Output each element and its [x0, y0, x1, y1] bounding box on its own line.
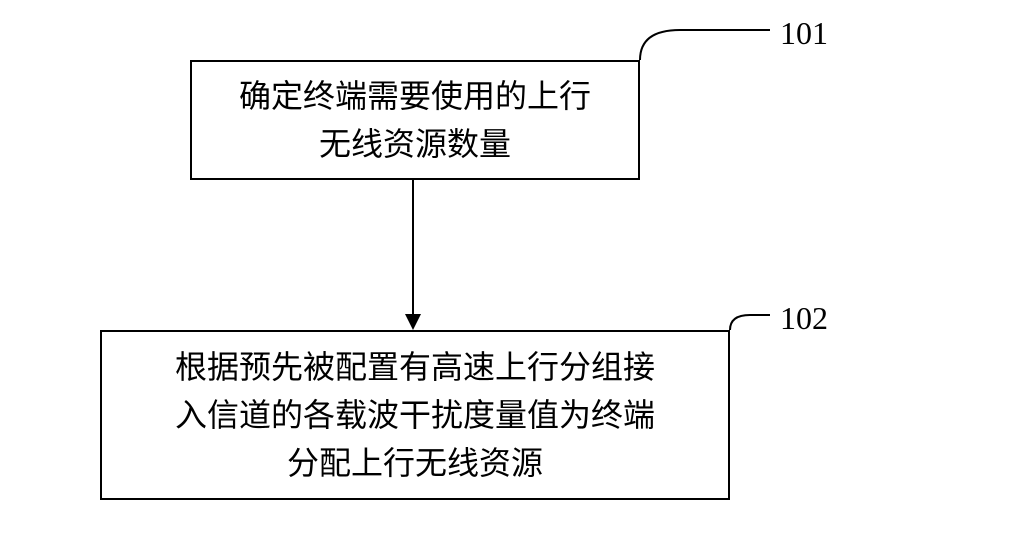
flowchart-box-1: 确定终端需要使用的上行 无线资源数量	[190, 60, 640, 180]
flowchart-box-2: 根据预先被配置有高速上行分组接 入信道的各载波干扰度量值为终端 分配上行无线资源	[100, 330, 730, 500]
flowchart-box-1-text: 确定终端需要使用的上行 无线资源数量	[239, 72, 591, 168]
flowchart-label-102: 102	[780, 300, 828, 337]
flowchart-label-101: 101	[780, 15, 828, 52]
flowchart-arrow-head	[405, 314, 421, 330]
connector-2	[730, 305, 780, 340]
connector-1	[640, 20, 780, 65]
flowchart-box-2-text: 根据预先被配置有高速上行分组接 入信道的各载波干扰度量值为终端 分配上行无线资源	[175, 343, 655, 487]
flowchart-arrow-line	[412, 180, 414, 314]
